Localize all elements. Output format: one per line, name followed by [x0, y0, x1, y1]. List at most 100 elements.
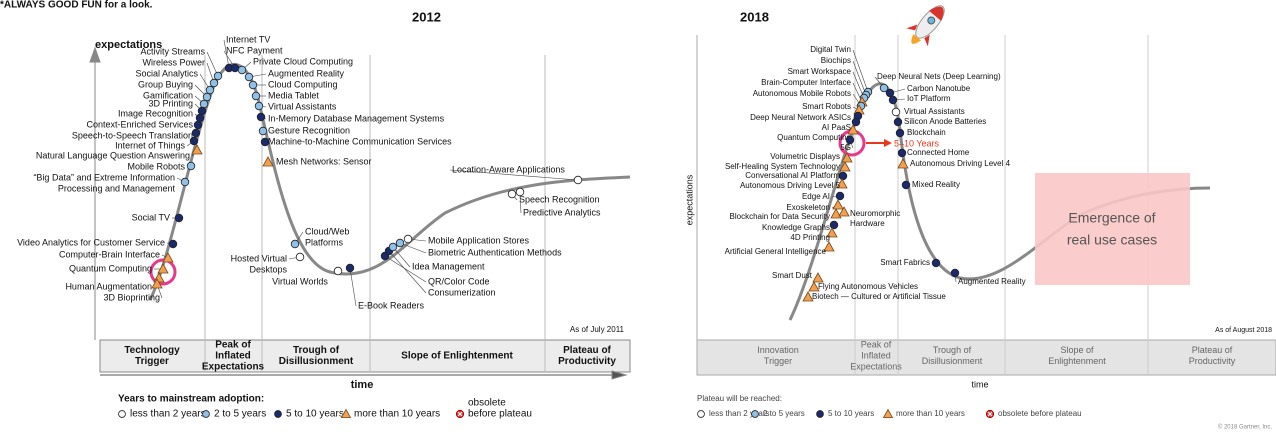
legend-label: less than 2 years: [709, 409, 769, 418]
leader-line: [384, 255, 427, 283]
marker-dark: [197, 106, 207, 116]
leader-line: [399, 242, 427, 254]
leader-line: [852, 60, 867, 96]
item-label: Natural Language Question Answering: [36, 150, 190, 160]
marker-dark: [845, 135, 855, 145]
marker-triangle: [151, 278, 163, 289]
phase-label: Expectations: [850, 361, 902, 371]
marker-triangle: [836, 178, 848, 189]
marker-triangle: [823, 241, 835, 252]
left-title: 2012: [412, 9, 441, 24]
marker-triangle: [839, 161, 851, 172]
phase-label: Disillusionment: [279, 356, 354, 367]
highlight-circle: [149, 258, 177, 286]
marker-triangle: [162, 252, 174, 263]
item-label: Biotech — Cultured or Artificial Tissue: [812, 292, 946, 301]
marker-triangle: [847, 124, 859, 135]
left-y-label: expectations: [95, 39, 162, 51]
copyright: © 2018 Gartner, Inc.: [1218, 424, 1272, 431]
marker-dark: [191, 128, 201, 138]
item-label: Smart Fabrics: [880, 258, 930, 267]
left-as-of: As of July 2011: [570, 325, 625, 334]
marker-triangle: [897, 158, 909, 169]
marker-white: [573, 175, 583, 185]
marker-light: [751, 410, 759, 418]
leader-line: [392, 246, 411, 268]
leader-line: [852, 49, 869, 93]
item-label: 3D Bioprinting: [103, 292, 160, 302]
marker-dark: [885, 88, 895, 98]
phase-label: Productivity: [1189, 356, 1236, 366]
item-label: Desktops: [249, 264, 287, 274]
marker-triangle: [157, 263, 169, 274]
marker-dark: [851, 117, 861, 127]
marker-dark: [835, 191, 845, 201]
phase-label: Inflated: [215, 351, 251, 362]
item-label: Platforms: [305, 237, 344, 247]
item-label: Hosted Virtual: [231, 253, 287, 263]
right-frame: [696, 35, 1276, 376]
item-label: Social TV: [132, 212, 170, 222]
marker-triangle: [153, 272, 165, 283]
item-label: Cloud Computing: [268, 79, 338, 89]
phase-label: Trigger: [135, 356, 169, 367]
callout-line: Emergence of: [1068, 210, 1155, 226]
legend-label: before plateau: [468, 409, 532, 420]
legend-label: 5 to 10 years: [286, 409, 344, 420]
item-label: Mixed Reality: [912, 180, 960, 189]
marker-white: [118, 410, 126, 418]
marker-dark: [829, 220, 839, 230]
marker-dark: [274, 410, 282, 418]
legend-label: more than 10 years: [354, 409, 440, 420]
legend-label: more than 10 years: [896, 409, 965, 418]
item-label: Virtual Assistants: [904, 107, 965, 116]
phase-label: Enlightenment: [1048, 356, 1106, 366]
marker-light: [199, 99, 209, 109]
right-title: 2018: [740, 9, 769, 24]
phase-label: Trough of: [293, 345, 340, 356]
phase-label: Plateau of: [563, 345, 611, 356]
phase-label: Peak of: [861, 339, 892, 349]
marker-dark: [174, 213, 184, 223]
item-label: Conversational AI Platform: [745, 171, 840, 180]
item-label: Silicon Anode Batteries: [904, 117, 986, 126]
item-label: Context-Enriched Services: [86, 119, 193, 129]
marker-dark: [897, 148, 907, 158]
marker-light: [290, 239, 300, 249]
marker-light: [209, 78, 219, 88]
phase-label: Slope of: [1060, 345, 1094, 355]
phase-label: Productivity: [558, 356, 616, 367]
marker-triangle: [882, 408, 894, 419]
item-label: Processing and Management: [58, 183, 176, 193]
phase-label: Inflated: [861, 350, 891, 360]
rocket-icon: [906, 5, 945, 47]
marker-light: [254, 101, 264, 111]
item-label: QR/Color Code: [428, 276, 490, 286]
item-label: Carbon Nanotube: [907, 84, 971, 93]
item-label: Consumerization: [428, 287, 496, 297]
item-label: Deep Neural Network ASICs: [750, 113, 851, 122]
right-legend-title: Plateau will be reached:: [697, 394, 782, 403]
header-note: *ALWAYS GOOD FUN for a look.: [0, 0, 153, 11]
right-x-label: time: [971, 379, 988, 389]
item-label: Predictive Analytics: [523, 207, 601, 217]
leader-line: [449, 169, 579, 181]
marker-light: [244, 72, 254, 82]
item-label: Smart Dust: [772, 271, 813, 280]
item-label: Smart Robots: [802, 102, 851, 111]
leader-line: [223, 39, 230, 69]
legend-label: 5 to 10 years: [828, 409, 874, 418]
item-label: Augmented Reality: [268, 68, 345, 78]
phase-label: Plateau of: [1192, 345, 1233, 355]
item-label: Exoskeleton: [786, 203, 830, 212]
marker-light: [213, 71, 223, 81]
item-label: Biochips: [821, 56, 851, 65]
item-label: Media Tablet: [268, 90, 319, 100]
marker-triangle: [812, 272, 824, 283]
phase-label: Technology: [124, 345, 180, 356]
marker-light: [180, 177, 190, 187]
legend-label: less than 2 years: [130, 409, 206, 420]
marker-dark: [895, 128, 905, 138]
